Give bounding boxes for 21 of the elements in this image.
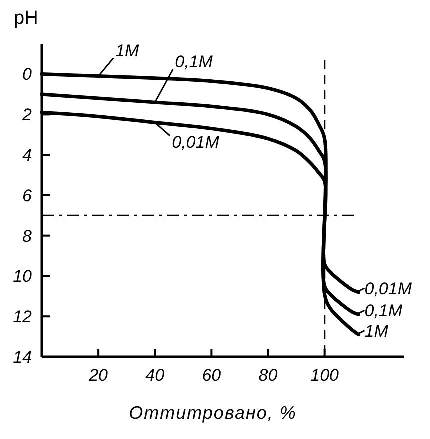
legend-label: 1M: [364, 322, 390, 341]
x-axis-title: Оттитровано, %: [129, 403, 297, 423]
y-axis-title: pH: [14, 8, 38, 29]
y-tick-label: 10: [13, 267, 33, 286]
legend-label: 0,01M: [364, 279, 413, 298]
y-tick-label: 6: [22, 186, 33, 206]
x-tick-label: 20: [88, 366, 109, 385]
x-tick-label: 100: [310, 366, 340, 385]
y-tick-label: 2: [22, 106, 33, 125]
y-tick-label: 4: [22, 146, 32, 166]
text: 1M: [116, 41, 140, 60]
y-tick-label: 0: [22, 65, 33, 84]
y-tick-label: 8: [22, 226, 33, 246]
x-tick-label: 60: [202, 366, 222, 385]
x-tick-label: 80: [258, 366, 278, 385]
legend-label: 0,1M: [364, 302, 404, 321]
y-tick-label: 12: [13, 308, 33, 327]
y-tick-label: 14: [13, 348, 32, 367]
x-tick-label: 40: [146, 366, 166, 385]
text: 0,1M: [175, 52, 213, 72]
text: 0,01M: [172, 132, 220, 152]
